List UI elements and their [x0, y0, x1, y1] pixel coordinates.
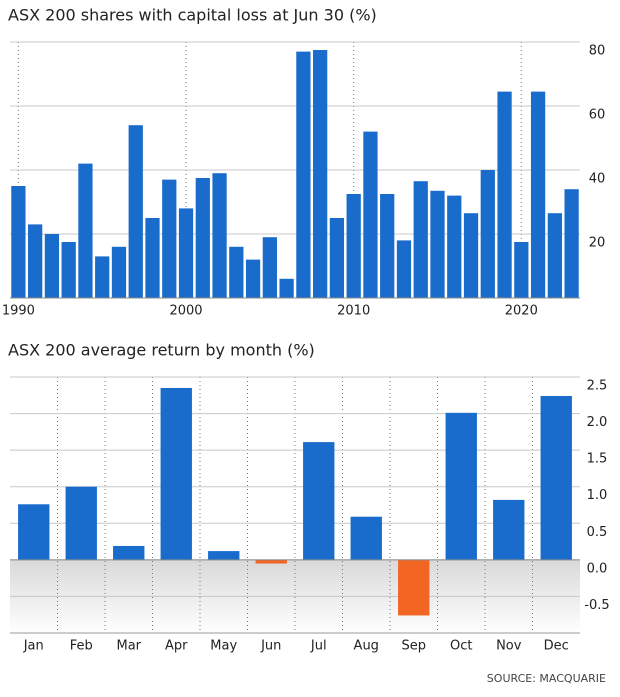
bar: [445, 412, 477, 560]
bar: [380, 194, 395, 298]
x-tick-label: Mar: [116, 639, 141, 654]
bar: [413, 181, 428, 298]
y-tick-label: 2.0: [587, 415, 608, 430]
x-tick-label: Aug: [354, 639, 379, 654]
bar: [113, 545, 145, 560]
bar: [447, 195, 462, 298]
bar: [78, 163, 93, 298]
x-tick-label: 2020: [505, 304, 538, 319]
bar: [160, 387, 192, 560]
bar: [480, 170, 495, 298]
chart-title: ASX 200 average return by month (%): [8, 341, 315, 360]
bar: [111, 246, 127, 298]
bar: [178, 208, 194, 298]
bar: [564, 189, 579, 298]
bar: [162, 179, 177, 298]
bar: [95, 256, 110, 298]
bar: [229, 246, 244, 298]
x-tick-label: Feb: [70, 639, 93, 654]
bar: [145, 218, 160, 298]
bar: [18, 504, 50, 560]
bar: [350, 516, 382, 560]
bar: [363, 131, 378, 298]
bar: [430, 190, 445, 298]
x-tick-label: Dec: [544, 639, 569, 654]
x-tick-label: Nov: [496, 639, 522, 654]
bar: [28, 224, 43, 298]
bar: [329, 218, 345, 298]
bar: [208, 551, 240, 560]
bar: [245, 259, 261, 298]
bar: [255, 559, 287, 564]
bar: [398, 559, 430, 616]
y-tick-label: 2.5: [587, 379, 608, 394]
x-tick-label: 1990: [2, 304, 35, 319]
y-tick-label: 1.0: [587, 488, 608, 503]
bar: [396, 240, 412, 298]
y-tick-label: 40: [589, 172, 606, 187]
bar: [313, 50, 328, 298]
bar: [195, 178, 210, 298]
x-tick-label: Sep: [401, 639, 426, 654]
x-tick-label: Jul: [310, 639, 327, 654]
bar: [540, 396, 572, 560]
bar: [346, 194, 361, 298]
bar: [44, 234, 60, 298]
y-tick-label: 0.0: [587, 561, 608, 576]
bar: [296, 51, 311, 298]
y-tick-label: -0.5: [584, 598, 609, 613]
bar: [65, 486, 97, 560]
x-tick-label: Jan: [23, 639, 44, 654]
bar: [530, 91, 546, 298]
x-tick-label: May: [210, 639, 237, 654]
x-tick-label: 2000: [169, 304, 202, 319]
bar: [463, 213, 479, 298]
bar: [547, 213, 562, 298]
y-tick-label: 1.5: [587, 452, 608, 467]
bar: [212, 173, 227, 298]
x-tick-label: Jun: [260, 639, 281, 654]
y-tick-label: 80: [589, 44, 606, 59]
bar: [11, 186, 26, 298]
bar: [514, 242, 529, 298]
source: SOURCE: MACQUARIE: [487, 672, 606, 685]
chart-title: ASX 200 shares with capital loss at Jun …: [8, 6, 377, 25]
bar: [497, 91, 512, 298]
y-tick-label: 20: [589, 236, 606, 251]
bar: [493, 499, 525, 560]
y-tick-label: 0.5: [587, 525, 608, 540]
x-tick-label: Apr: [165, 639, 188, 654]
bar: [61, 242, 76, 298]
bar: [279, 278, 294, 298]
bar: [128, 125, 143, 298]
x-tick-label: 2010: [337, 304, 370, 319]
y-tick-label: 60: [589, 108, 606, 123]
x-tick-label: Oct: [450, 639, 472, 654]
bar: [303, 442, 335, 560]
bar: [262, 237, 277, 298]
